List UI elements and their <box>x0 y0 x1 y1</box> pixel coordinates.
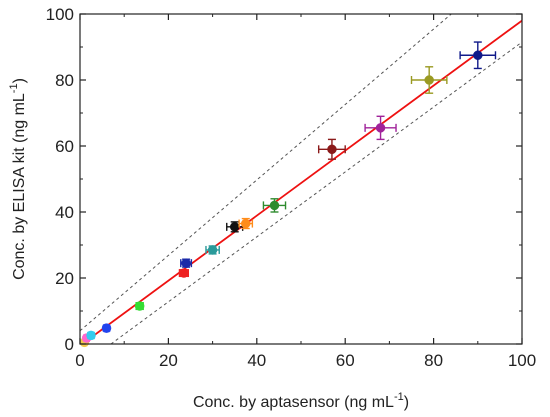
data-point-group <box>459 41 497 70</box>
y-tick-label: 60 <box>55 137 74 156</box>
data-point <box>181 258 191 268</box>
y-axis-title: Conc. by ELISA kit (ng mL-1) <box>8 78 28 280</box>
fit-line-group <box>80 19 522 344</box>
confidence-bands <box>80 14 522 344</box>
x-tick-label: 60 <box>336 351 355 370</box>
x-axis-ticks: 0 20 40 60 80 100 <box>75 14 536 370</box>
data-point-group <box>364 115 397 141</box>
data-point <box>229 222 240 232</box>
x-tick-label: 100 <box>508 351 536 370</box>
data-point <box>269 200 280 211</box>
data-point <box>134 301 145 311</box>
data-point-group <box>178 268 189 278</box>
data-point <box>424 75 434 85</box>
data-point <box>375 123 386 133</box>
data-point-group <box>134 301 145 311</box>
confidence-band-lower <box>110 41 522 344</box>
data-point <box>473 50 483 60</box>
data-point-group <box>180 258 193 268</box>
data-points <box>79 41 497 348</box>
y-tick-label: 80 <box>55 71 74 90</box>
y-tick-label: 40 <box>55 203 74 222</box>
data-point-group <box>238 217 254 230</box>
data-point-group <box>317 138 346 160</box>
data-point <box>207 245 218 255</box>
data-point-group <box>86 330 96 341</box>
data-point <box>101 323 112 333</box>
confidence-band-upper <box>80 14 452 332</box>
data-point-group <box>101 323 112 333</box>
x-axis-title: Conc. by aptasensor (ng mL-1) <box>193 391 409 411</box>
plot-frame <box>79 13 523 345</box>
data-point <box>241 218 251 229</box>
data-point <box>86 330 96 341</box>
y-tick-label: 20 <box>55 269 74 288</box>
data-point <box>327 144 337 155</box>
y-axis-ticks: 0 20 40 60 80 100 <box>46 5 522 354</box>
y-tick-label: 100 <box>46 5 74 24</box>
data-point-group <box>205 245 220 255</box>
y-tick-label: 0 <box>65 335 74 354</box>
x-tick-label: 40 <box>247 351 266 370</box>
fit-line <box>80 19 522 344</box>
data-point-group <box>262 198 287 213</box>
data-point <box>179 268 189 278</box>
x-tick-label: 20 <box>159 351 178 370</box>
x-tick-label: 0 <box>75 351 84 370</box>
x-tick-label: 80 <box>424 351 443 370</box>
data-point-group <box>410 66 448 94</box>
